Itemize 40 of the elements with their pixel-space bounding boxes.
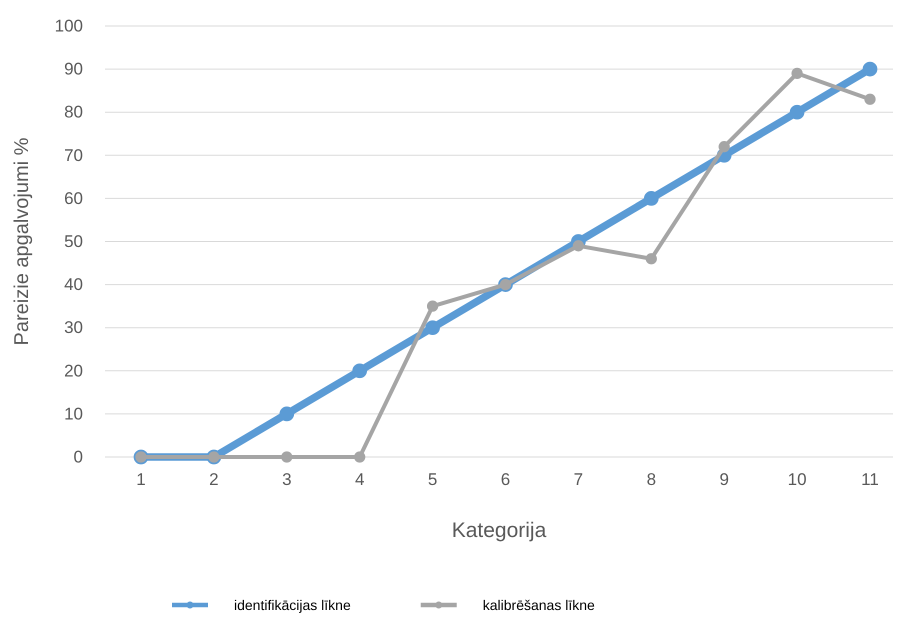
x-tick-label: 10	[788, 470, 807, 490]
point	[644, 191, 659, 206]
y-tick-label: 90	[64, 60, 83, 79]
x-tick-label: 7	[574, 470, 584, 490]
x-axis-title: Kategorija	[452, 519, 547, 542]
x-tick-label: 2	[209, 470, 219, 490]
point	[862, 62, 878, 76]
point	[281, 451, 292, 463]
y-tick-label: 70	[64, 146, 83, 165]
x-tick-label: 5	[428, 470, 438, 490]
point	[718, 141, 730, 152]
y-tick-label: 100	[54, 16, 83, 36]
legend-label: kalibrēšanas līkne	[482, 596, 596, 613]
y-tick-label: 0	[74, 447, 83, 466]
y-tick-label: 30	[64, 318, 83, 338]
point	[791, 68, 803, 80]
x-tick-label: 4	[354, 470, 364, 490]
y-axis-title: Pareizie apgalvojumi %	[11, 137, 33, 346]
legend-label: identifikācijas līkne	[234, 596, 351, 613]
x-tick-label: 3	[282, 470, 292, 490]
y-tick-label: 10	[64, 404, 83, 424]
point	[864, 94, 876, 105]
point	[646, 253, 657, 264]
y-tick-label: 40	[64, 275, 83, 294]
point	[425, 320, 440, 336]
y-tick-label: 20	[64, 361, 83, 380]
point	[279, 406, 294, 422]
x-tick-label: 11	[861, 470, 879, 490]
point	[572, 240, 584, 252]
point	[426, 300, 438, 312]
x-tick-label: 8	[646, 470, 656, 490]
point	[352, 363, 368, 378]
x-tick-label: 9	[719, 470, 729, 490]
point	[354, 451, 366, 463]
x-tick-label: 1	[136, 470, 146, 490]
y-tick-label: 50	[64, 232, 83, 251]
point	[790, 104, 804, 120]
x-tick-label: 6	[500, 470, 510, 490]
y-tick-label: 60	[64, 188, 83, 208]
y-tick-label: 80	[64, 102, 83, 122]
